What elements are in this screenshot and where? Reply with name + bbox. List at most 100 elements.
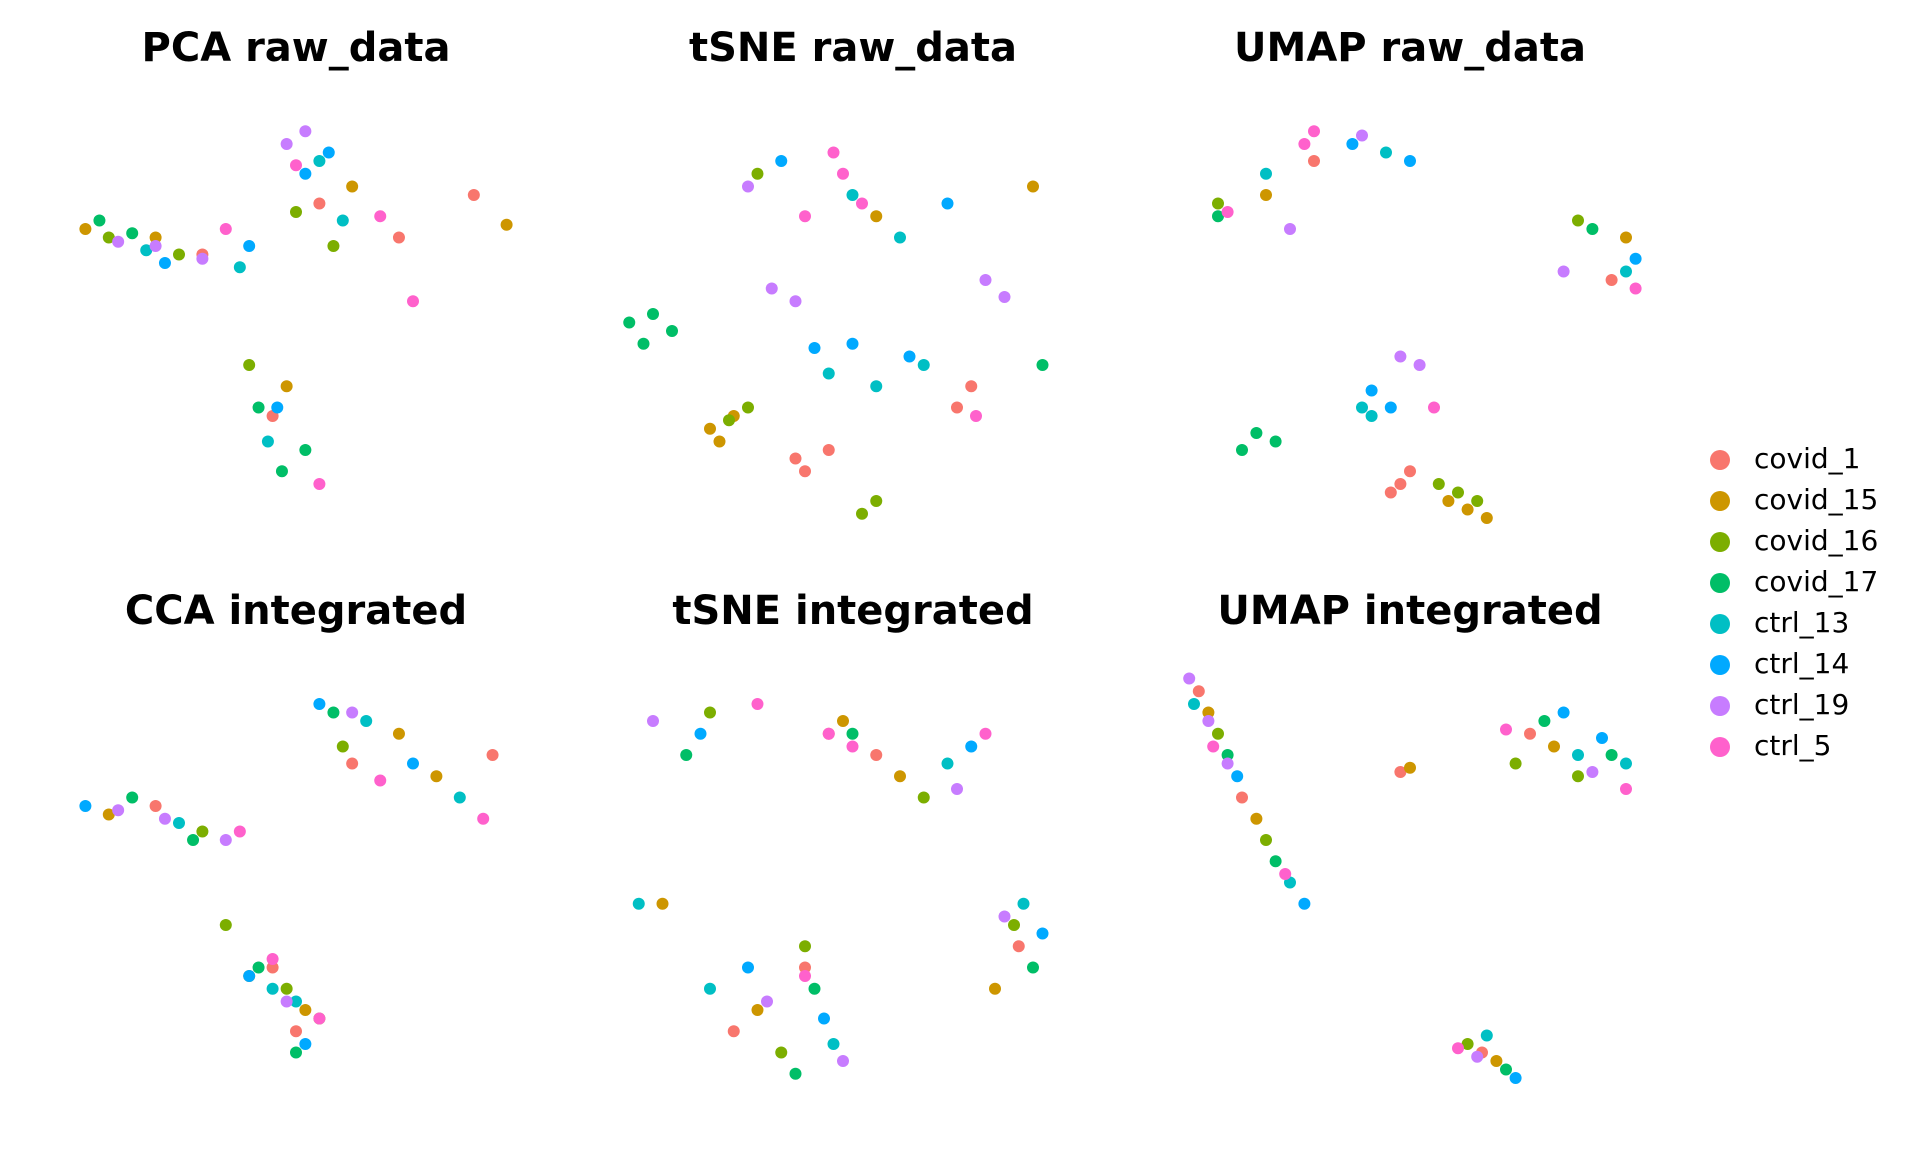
point [1442, 495, 1455, 507]
point [486, 749, 499, 761]
point [1012, 940, 1025, 953]
point [870, 210, 883, 223]
point [623, 316, 636, 329]
point [1500, 723, 1512, 736]
point [313, 698, 326, 710]
point [1192, 685, 1205, 698]
point [1404, 465, 1416, 478]
point [827, 146, 840, 159]
point [79, 223, 92, 235]
point [1356, 401, 1368, 414]
point [219, 834, 232, 846]
point [313, 1012, 326, 1025]
point [313, 197, 326, 210]
point [280, 982, 293, 995]
point [196, 252, 209, 265]
point [1036, 359, 1049, 371]
point [917, 359, 930, 371]
legend-key [1710, 573, 1730, 593]
point [941, 757, 954, 770]
point [93, 214, 106, 227]
point [965, 380, 978, 393]
point [1212, 197, 1224, 210]
point [140, 244, 153, 257]
point [837, 715, 849, 727]
point [903, 350, 916, 363]
point [822, 727, 835, 740]
point [799, 940, 811, 953]
point [346, 180, 359, 193]
point [751, 1004, 764, 1016]
legend-label: ctrl_13 [1754, 606, 1849, 639]
point [713, 435, 726, 448]
point [1236, 791, 1248, 804]
point [1490, 1055, 1503, 1067]
point [998, 291, 1011, 303]
point [998, 910, 1011, 923]
legend-label: ctrl_19 [1754, 688, 1849, 721]
point [1298, 897, 1311, 910]
point [1279, 868, 1292, 880]
point [271, 401, 284, 414]
point [173, 248, 185, 261]
point [290, 206, 302, 218]
point [789, 452, 802, 465]
point [219, 223, 232, 235]
point [407, 295, 419, 308]
point [704, 982, 716, 995]
legend-label: covid_17 [1754, 565, 1878, 598]
point [846, 727, 859, 740]
point [941, 197, 954, 210]
point [1231, 770, 1244, 783]
point [313, 155, 326, 167]
point [299, 1038, 312, 1050]
point [1365, 384, 1378, 397]
point [219, 919, 232, 931]
point [1027, 180, 1039, 193]
point [1207, 740, 1220, 753]
point [765, 282, 778, 295]
point [149, 800, 162, 812]
point [102, 808, 115, 821]
point [252, 401, 265, 414]
point [280, 380, 293, 393]
point [1384, 401, 1397, 414]
point [727, 1025, 740, 1038]
point [894, 770, 906, 783]
point [979, 274, 992, 286]
point [1596, 732, 1608, 744]
point [775, 155, 788, 167]
point [1212, 210, 1224, 223]
point [336, 214, 349, 227]
point [266, 982, 279, 995]
point [1620, 783, 1632, 795]
point [1236, 444, 1248, 456]
point [1471, 495, 1484, 507]
point [313, 478, 326, 490]
point [1284, 223, 1296, 235]
point [280, 995, 293, 1008]
point [1572, 749, 1584, 761]
legend-key [1710, 450, 1730, 470]
point [1572, 770, 1584, 783]
point [1432, 478, 1445, 490]
point [989, 982, 1001, 995]
point [327, 240, 340, 252]
point [1404, 155, 1416, 167]
point [266, 961, 279, 974]
point [799, 210, 811, 223]
point [266, 953, 279, 965]
point [723, 414, 735, 427]
point [467, 189, 480, 201]
point [112, 804, 125, 817]
point [894, 231, 906, 244]
panel: tSNE integrated [632, 588, 1049, 1080]
point [158, 257, 171, 269]
point [647, 715, 659, 727]
point [374, 210, 387, 223]
point [1365, 410, 1378, 422]
point [799, 961, 811, 974]
point [666, 325, 678, 337]
point [1308, 155, 1320, 167]
